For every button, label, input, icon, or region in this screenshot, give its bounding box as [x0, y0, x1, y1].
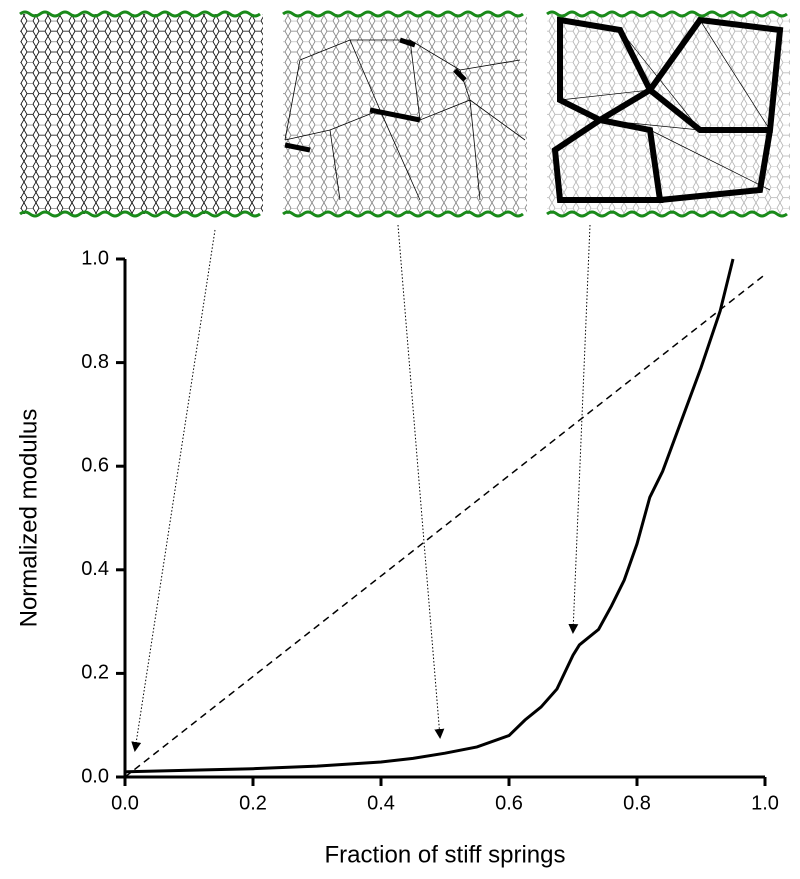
x-tick-label: 0.6	[495, 792, 523, 814]
y-tick-label: 1.0	[81, 247, 109, 269]
x-tick-label: 0.0	[111, 792, 139, 814]
arrow	[397, 224, 445, 739]
network-image-regular	[20, 14, 263, 214]
y-tick-label: 0.2	[81, 662, 109, 684]
x-axis-title: Fraction of stiff springs	[325, 841, 566, 868]
boundary	[19, 10, 261, 218]
arrow	[568, 224, 591, 634]
network-images	[19, 10, 790, 218]
line-series	[124, 273, 766, 778]
x-tick-label: 1.0	[751, 792, 779, 814]
network-image-right	[547, 14, 790, 214]
boundary	[282, 10, 524, 218]
y-tick-label: 0.0	[81, 765, 109, 787]
y-tick-label: 0.4	[81, 558, 109, 580]
boundary	[546, 10, 788, 218]
line-series	[124, 258, 735, 774]
x-tick-label: 0.2	[239, 792, 267, 814]
x-tick-label: 0.8	[623, 792, 651, 814]
y-tick-label: 0.6	[81, 454, 109, 476]
annotation-arrows	[131, 224, 591, 752]
y-axis-title: Normalized modulus	[15, 409, 42, 628]
y-tick-label: 0.8	[81, 351, 109, 373]
network-image-middle	[283, 14, 527, 214]
arrow	[131, 229, 216, 752]
x-tick-label: 0.4	[367, 792, 395, 814]
